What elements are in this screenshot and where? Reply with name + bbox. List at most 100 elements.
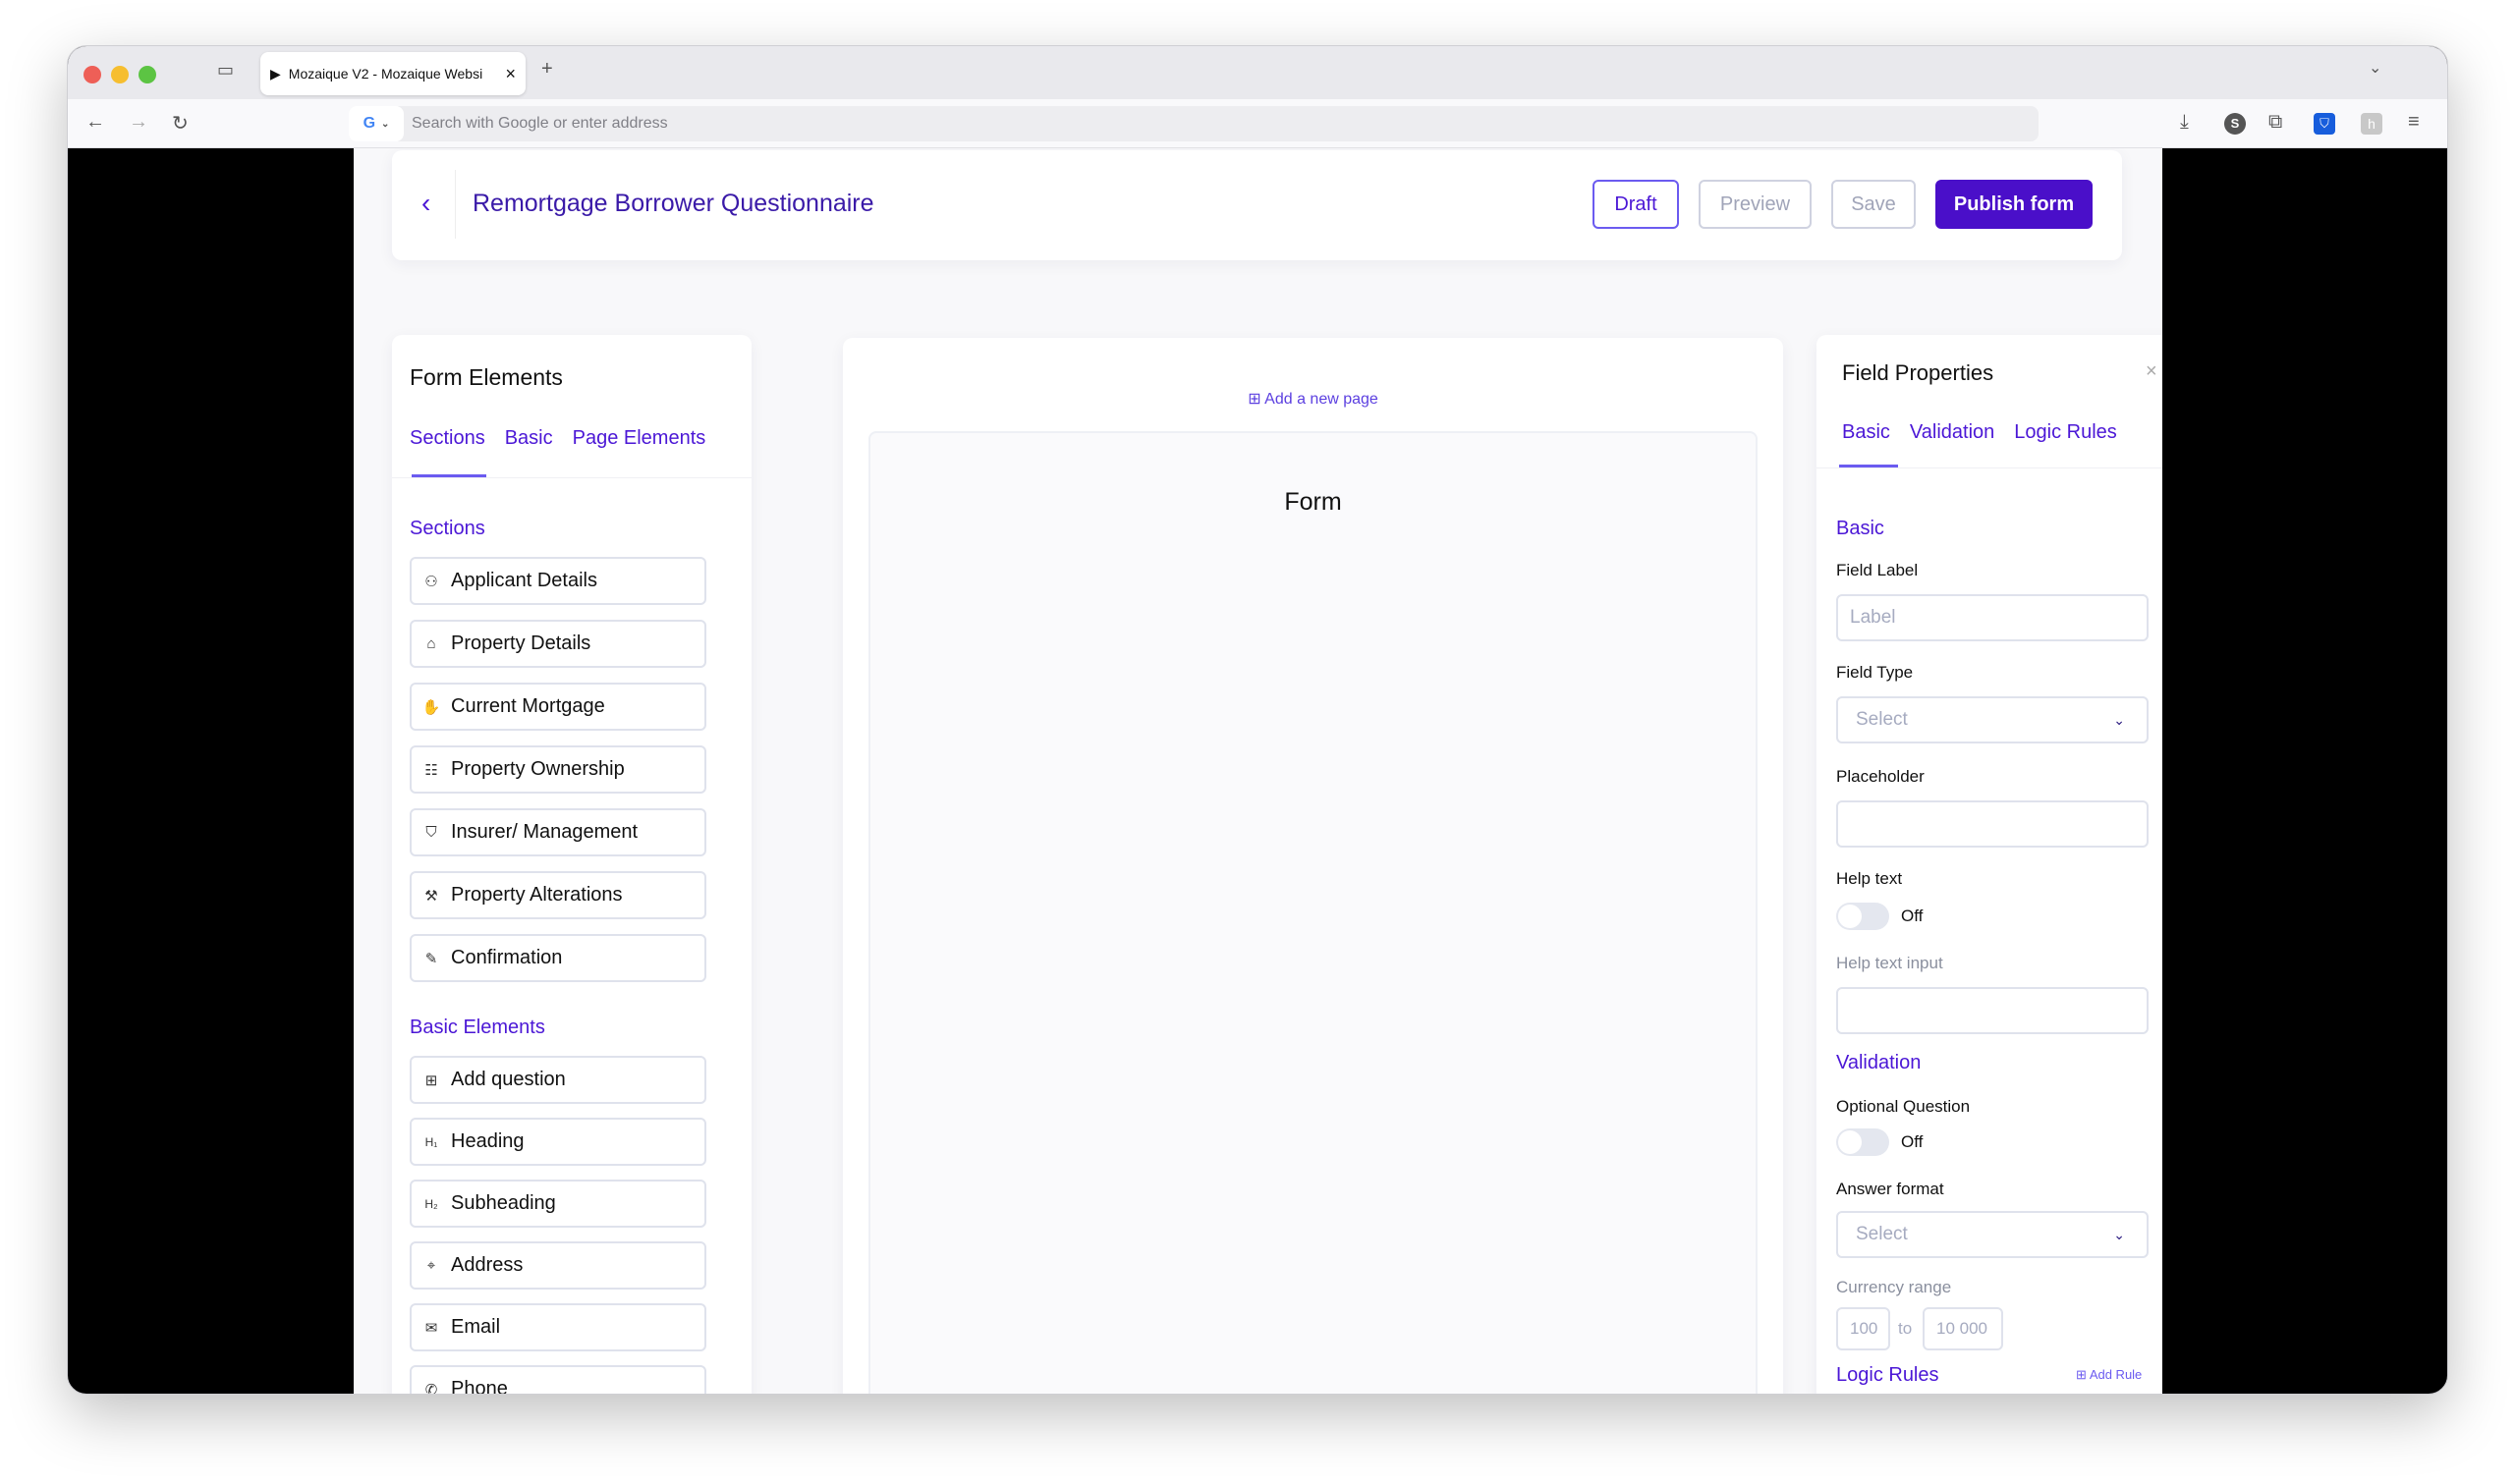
tab-basic[interactable]: Basic: [504, 427, 553, 449]
home-icon: ⌂: [426, 635, 436, 652]
browser-tab[interactable]: ▶ Mozaique V2 - Mozaique Websi ×: [260, 52, 526, 95]
answer-format-value: Select: [1856, 1224, 1908, 1244]
menu-icon[interactable]: ≡: [2408, 111, 2420, 133]
active-tab-indicator: [412, 474, 486, 477]
back-icon[interactable]: ←: [85, 111, 105, 133]
help-text-state: Off: [1901, 907, 1924, 925]
back-chevron-icon[interactable]: ‹: [421, 188, 431, 218]
page-header: ‹ Remortgage Borrower Questionnaire Draf…: [392, 150, 2122, 260]
address-placeholder: Search with Google or enter address: [412, 115, 668, 132]
help-text-input-label: Help text input: [1836, 954, 1943, 972]
forward-icon[interactable]: →: [129, 111, 148, 133]
new-tab-button[interactable]: +: [541, 58, 553, 80]
scroll-icon: ☷: [424, 761, 438, 779]
range-to-label: to: [1898, 1319, 1913, 1338]
item-label: Applicant Details: [451, 570, 597, 591]
close-window-button[interactable]: [84, 66, 101, 83]
reload-icon[interactable]: ↻: [172, 113, 189, 135]
form-canvas-panel: ⊞ Add a new page Form: [843, 338, 1783, 1394]
basic-heading: Basic: [1836, 518, 1884, 539]
save-button[interactable]: Save: [1831, 180, 1916, 229]
preview-button[interactable]: Preview: [1699, 180, 1812, 229]
tab-bar: ▭ ▶ Mozaique V2 - Mozaique Websi × + ⌄: [68, 46, 2447, 99]
minimize-window-button[interactable]: [111, 66, 129, 83]
range-max-input[interactable]: 10 000: [1923, 1307, 2003, 1350]
item-label: Address: [451, 1254, 524, 1276]
h-extension-icon[interactable]: h: [2361, 113, 2382, 135]
range-max-value: 10 000: [1936, 1319, 1987, 1338]
google-search-engine-icon[interactable]: G ⌄: [349, 106, 404, 141]
section-property-ownership[interactable]: ☷ Property Ownership: [410, 745, 706, 794]
section-current-mortgage[interactable]: ✋ Current Mortgage: [410, 683, 706, 731]
plus-square-icon: ⊞: [2076, 1367, 2087, 1382]
add-rule-button[interactable]: ⊞ Add Rule: [2076, 1367, 2142, 1383]
tab-sections[interactable]: Sections: [410, 427, 485, 449]
item-label: Property Ownership: [451, 758, 625, 780]
element-address[interactable]: ⌖ Address: [410, 1241, 706, 1290]
plus-square-icon: ⊞: [424, 1072, 438, 1089]
tab-close-icon[interactable]: ×: [505, 63, 516, 83]
field-label-placeholder: Label: [1850, 607, 1896, 628]
shield-icon: ⛉: [425, 824, 437, 841]
divider: [1816, 467, 2162, 468]
item-label: Heading: [451, 1130, 525, 1152]
element-phone[interactable]: ✆ Phone: [410, 1365, 706, 1395]
section-applicant-details[interactable]: ⚇ Applicant Details: [410, 557, 706, 605]
field-label-label: Field Label: [1836, 561, 1919, 579]
basic-elements-heading: Basic Elements: [410, 1017, 545, 1038]
section-property-details[interactable]: ⌂ Property Details: [410, 620, 706, 668]
answer-format-select[interactable]: Select ⌄: [1836, 1211, 2149, 1258]
field-type-select[interactable]: Select ⌄: [1836, 696, 2149, 743]
chevron-down-icon: ⌄: [2113, 711, 2125, 728]
page-title: Remortgage Borrower Questionnaire: [473, 190, 874, 217]
section-property-alterations[interactable]: ⚒ Property Alterations: [410, 871, 706, 919]
h2-icon: H₂: [424, 1196, 438, 1211]
tab-logic-rules[interactable]: Logic Rules: [2014, 421, 2117, 443]
phone-icon: ✆: [424, 1381, 438, 1395]
logic-rules-heading: Logic Rules: [1836, 1364, 1939, 1386]
element-heading[interactable]: H₁ Heading: [410, 1118, 706, 1166]
section-confirmation[interactable]: ✎ Confirmation: [410, 934, 706, 982]
add-new-page-button[interactable]: ⊞ Add a new page: [843, 389, 1783, 409]
placeholder-input[interactable]: [1836, 800, 2149, 848]
element-subheading[interactable]: H₂ Subheading: [410, 1180, 706, 1228]
help-text-toggle[interactable]: [1836, 903, 1889, 930]
maximize-window-button[interactable]: [139, 66, 156, 83]
close-icon[interactable]: ×: [2146, 360, 2157, 382]
hand-coins-icon: ✋: [421, 698, 441, 716]
tab-list-chevron-icon[interactable]: ⌄: [2369, 60, 2382, 77]
optional-question-state: Off: [1901, 1132, 1924, 1151]
field-label-input[interactable]: Label: [1836, 594, 2149, 641]
browser-window: ▭ ▶ Mozaique V2 - Mozaique Websi × + ⌄ ←…: [67, 45, 2448, 1395]
s-extension-icon[interactable]: S: [2224, 113, 2246, 135]
tab-title: Mozaique V2 - Mozaique Websi: [288, 66, 483, 82]
address-bar[interactable]: G ⌄ Search with Google or enter address: [349, 106, 2039, 141]
panel-title: Field Properties: [1842, 360, 1994, 385]
tab-validation[interactable]: Validation: [1909, 421, 1995, 443]
form-builder-app: ‹ Remortgage Borrower Questionnaire Draf…: [354, 148, 2162, 1395]
browser-toolbar: ← → ↻ G ⌄ Search with Google or enter add…: [68, 99, 2447, 148]
element-add-question[interactable]: ⊞ Add question: [410, 1056, 706, 1104]
answer-format-label: Answer format: [1836, 1180, 1944, 1198]
optional-question-toggle[interactable]: [1836, 1128, 1889, 1156]
field-type-value: Select: [1856, 709, 1908, 730]
range-min-input[interactable]: 100: [1836, 1307, 1890, 1350]
section-insurer-management[interactable]: ⛉ Insurer/ Management: [410, 808, 706, 856]
play-icon: ▶: [270, 65, 281, 82]
sections-heading: Sections: [410, 518, 485, 539]
tab-basic[interactable]: Basic: [1842, 421, 1890, 443]
chevron-down-icon: ⌄: [2113, 1226, 2125, 1242]
item-label: Add question: [451, 1069, 566, 1090]
bitwarden-icon[interactable]: ⛉: [2314, 113, 2335, 135]
download-icon[interactable]: ⤓: [2180, 111, 2189, 133]
draft-button[interactable]: Draft: [1593, 180, 1679, 229]
element-email[interactable]: ✉ Email: [410, 1303, 706, 1351]
divider: [392, 477, 752, 478]
help-text-input[interactable]: [1836, 987, 2149, 1034]
tab-page-elements[interactable]: Page Elements: [572, 427, 706, 449]
form-page[interactable]: Form: [868, 431, 1758, 1394]
sidebar-toggle-icon[interactable]: ▭: [217, 60, 235, 80]
publish-form-button[interactable]: Publish form: [1935, 180, 2093, 229]
currency-range-label: Currency range: [1836, 1278, 1952, 1296]
extensions-icon[interactable]: ⧉: [2268, 111, 2283, 133]
